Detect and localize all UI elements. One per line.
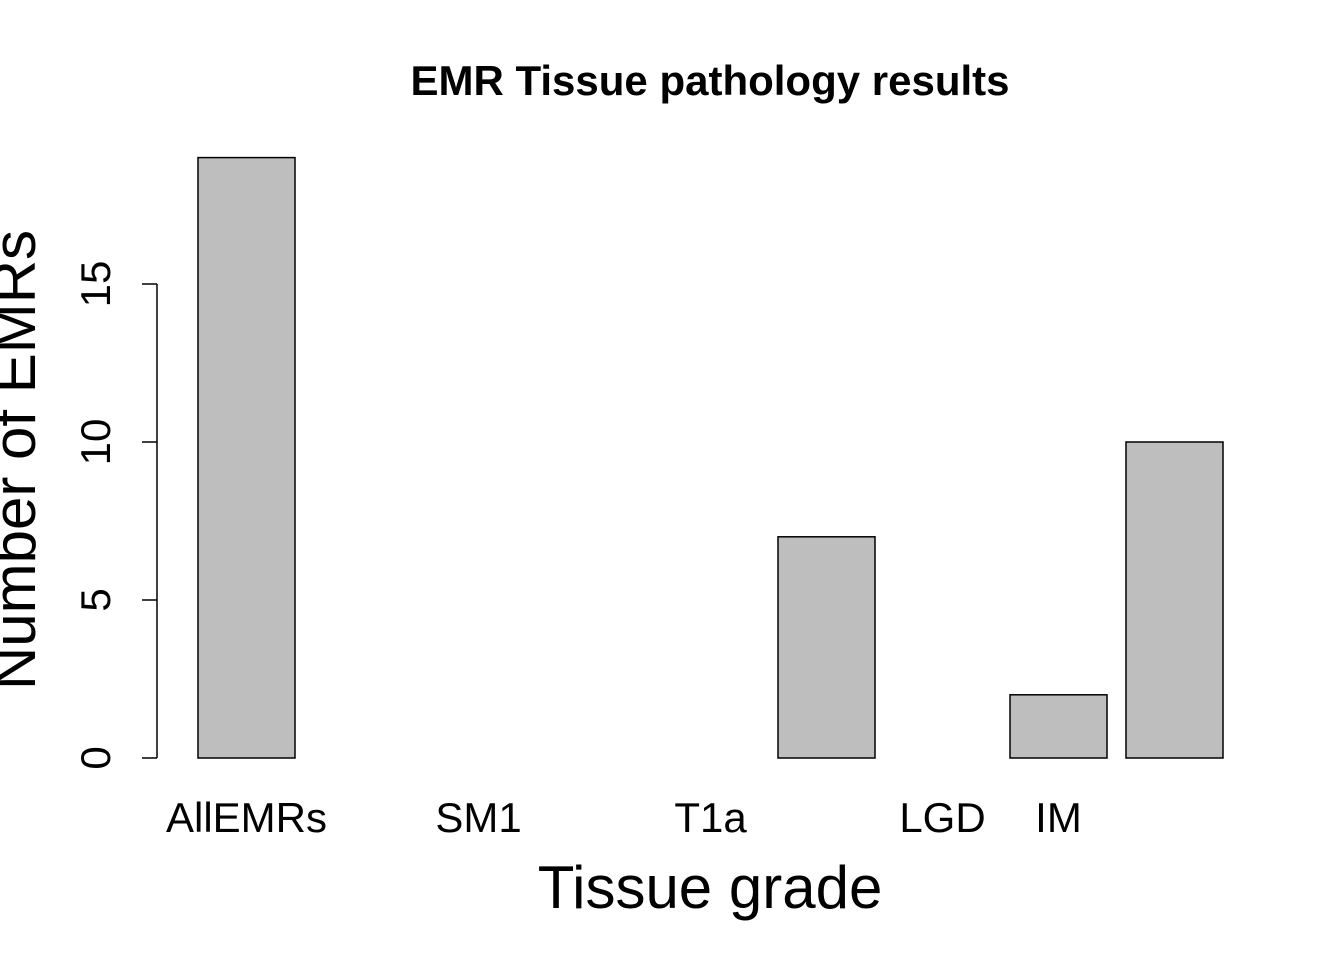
y-tick-label: 0	[72, 746, 119, 769]
x-axis-title: Tissue grade	[538, 854, 883, 921]
x-category-label: T1a	[674, 794, 747, 841]
bar	[1009, 694, 1108, 759]
bar	[1125, 441, 1224, 759]
bar	[777, 536, 876, 759]
x-category-labels: AllEMRs SM1 T1a LGD IM	[166, 794, 1082, 841]
x-category-label: AllEMRs	[166, 794, 327, 841]
y-tick-label: 10	[72, 419, 119, 466]
x-category-label: LGD	[899, 794, 985, 841]
y-tick-label: 5	[72, 588, 119, 611]
x-category-label: IM	[1035, 794, 1082, 841]
bars-group	[197, 156, 1224, 759]
y-axis: 0 5 10 15	[72, 261, 158, 770]
x-category-label: SM1	[435, 794, 521, 841]
chart-title: EMR Tissue pathology results	[410, 57, 1009, 104]
y-tick-label: 15	[72, 261, 119, 308]
y-axis-title: Number of EMRs	[0, 230, 48, 690]
bar	[197, 156, 296, 759]
